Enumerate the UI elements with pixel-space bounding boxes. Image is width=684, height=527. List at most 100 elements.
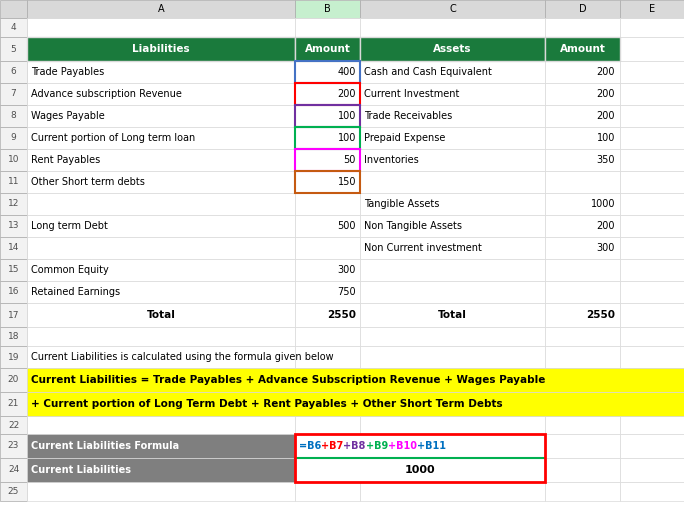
Text: Total: Total	[438, 310, 467, 320]
Bar	[295, 127, 360, 149]
Text: Advance subscription Revenue: Advance subscription Revenue	[31, 89, 182, 99]
Text: 24: 24	[8, 465, 19, 474]
Text: Current Liabilities Formula: Current Liabilities Formula	[31, 441, 179, 451]
Bar	[360, 368, 545, 392]
Text: Assets: Assets	[433, 44, 472, 54]
Text: 1000: 1000	[405, 465, 435, 475]
Bar	[295, 37, 360, 61]
Bar	[360, 215, 545, 237]
Text: 5: 5	[11, 44, 16, 54]
Bar	[360, 434, 545, 458]
Text: Retained Earnings: Retained Earnings	[31, 287, 120, 297]
Text: Current portion of Long term loan: Current portion of Long term loan	[31, 133, 195, 143]
Bar	[0, 327, 27, 346]
Text: 200: 200	[596, 111, 615, 121]
Bar	[295, 458, 545, 482]
Text: 16: 16	[8, 288, 19, 297]
Text: 2550: 2550	[327, 310, 356, 320]
Bar	[360, 127, 545, 149]
Bar	[295, 83, 360, 105]
Bar	[27, 303, 295, 327]
Bar	[295, 458, 360, 482]
Text: 11: 11	[8, 178, 19, 187]
Bar	[0, 237, 27, 259]
Text: +B8: +B8	[343, 441, 366, 451]
Text: 300: 300	[338, 265, 356, 275]
Text: Common Equity: Common Equity	[31, 265, 109, 275]
Text: 4: 4	[11, 23, 16, 32]
Bar	[27, 171, 295, 193]
Bar	[0, 37, 27, 61]
Bar	[0, 18, 27, 37]
Bar	[0, 149, 27, 171]
Text: 200: 200	[596, 89, 615, 99]
Text: 21: 21	[8, 399, 19, 408]
Bar	[295, 434, 545, 458]
Bar	[360, 37, 545, 61]
Text: 200: 200	[596, 221, 615, 231]
Bar	[360, 303, 545, 327]
Bar	[360, 259, 545, 281]
Bar	[295, 346, 360, 368]
Bar	[295, 105, 360, 127]
Bar	[620, 327, 684, 346]
Bar	[620, 149, 684, 171]
Text: B: B	[324, 4, 331, 14]
Bar	[545, 237, 620, 259]
Text: Prepaid Expense: Prepaid Expense	[364, 133, 445, 143]
Bar	[0, 346, 27, 368]
Bar	[620, 171, 684, 193]
Bar	[360, 237, 545, 259]
Text: 25: 25	[8, 487, 19, 496]
Bar	[360, 61, 545, 83]
Text: D: D	[579, 4, 586, 14]
Text: 100: 100	[596, 133, 615, 143]
Bar	[27, 37, 295, 61]
Bar	[620, 215, 684, 237]
Text: 7: 7	[11, 90, 16, 99]
Text: Non Tangible Assets: Non Tangible Assets	[364, 221, 462, 231]
Bar	[0, 215, 27, 237]
Bar	[27, 18, 295, 37]
Bar	[545, 392, 620, 416]
Text: 8: 8	[11, 112, 16, 121]
Bar	[295, 171, 360, 193]
Bar	[545, 215, 620, 237]
Bar	[295, 482, 360, 501]
Bar	[295, 368, 360, 392]
Bar	[295, 61, 360, 83]
Bar	[295, 392, 360, 416]
Text: 23: 23	[8, 442, 19, 451]
Text: Current Investment: Current Investment	[364, 89, 460, 99]
Bar	[0, 171, 27, 193]
Bar	[295, 149, 360, 171]
Bar	[27, 61, 295, 83]
Text: Current Liabilities: Current Liabilities	[31, 465, 131, 475]
Text: 20: 20	[8, 376, 19, 385]
Bar	[360, 149, 545, 171]
Bar	[295, 171, 360, 193]
Bar	[27, 259, 295, 281]
Bar	[620, 416, 684, 434]
Text: 750: 750	[337, 287, 356, 297]
Bar	[295, 215, 360, 237]
Bar	[360, 392, 545, 416]
Bar	[620, 237, 684, 259]
Text: Long term Debt: Long term Debt	[31, 221, 108, 231]
Bar	[545, 434, 620, 458]
Bar	[27, 149, 295, 171]
Text: Total: Total	[146, 310, 175, 320]
Text: 18: 18	[8, 332, 19, 341]
Bar	[0, 482, 27, 501]
Bar	[545, 482, 620, 501]
Text: 150: 150	[337, 177, 356, 187]
Bar	[27, 458, 295, 482]
Bar	[295, 149, 360, 171]
Bar	[545, 149, 620, 171]
Text: 22: 22	[8, 421, 19, 430]
Text: C: C	[449, 4, 456, 14]
Bar	[295, 416, 360, 434]
Bar	[27, 482, 295, 501]
Bar	[27, 281, 295, 303]
Bar	[295, 434, 360, 458]
